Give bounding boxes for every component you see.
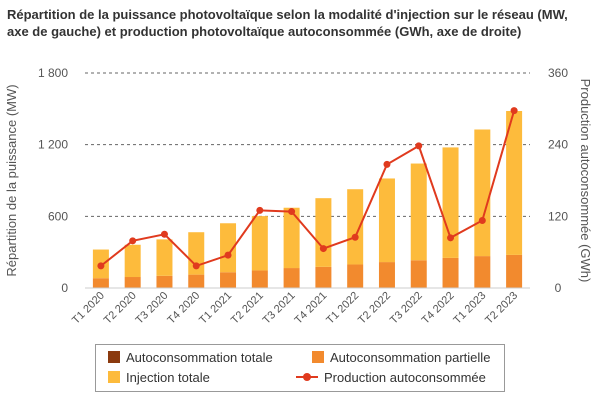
legend: Autoconsommation totale Autoconsommation… <box>95 344 505 392</box>
line-point <box>478 217 486 225</box>
bar <box>156 239 173 276</box>
x-tick-label: T3 2022 <box>388 290 425 327</box>
bar <box>283 268 300 288</box>
gridlines <box>85 72 530 217</box>
legend-label: Injection totale <box>126 370 210 385</box>
x-tick-label: T3 2020 <box>134 290 171 327</box>
legend-line-swatch <box>296 371 318 383</box>
line-point <box>256 206 264 214</box>
legend-item-autoconsommation-totale[interactable]: Autoconsommation totale <box>108 350 273 365</box>
bar <box>124 244 141 278</box>
legend-swatch <box>312 351 324 363</box>
line-point <box>192 262 200 270</box>
bar <box>474 129 491 257</box>
bar <box>442 257 459 288</box>
x-tick-label: T1 2022 <box>324 290 361 327</box>
bar <box>220 223 237 273</box>
line-point <box>160 230 168 238</box>
line-point <box>415 142 423 150</box>
bar <box>156 275 173 288</box>
x-tick-label: T1 2020 <box>70 290 107 327</box>
y2-tick-label: 120 <box>548 209 568 223</box>
legend-label: Autoconsommation totale <box>126 350 273 365</box>
line-point <box>224 251 232 259</box>
x-tick-label: T2 2022 <box>356 290 393 327</box>
y2-tick-label: 360 <box>548 66 568 80</box>
y-tick-label: 0 <box>61 281 68 295</box>
line-point <box>97 262 105 270</box>
bar <box>474 256 491 288</box>
bar <box>506 110 523 255</box>
x-tick-label: T4 2022 <box>420 290 457 327</box>
bars <box>92 110 523 288</box>
line-path <box>100 110 516 268</box>
legend-swatch <box>108 351 120 363</box>
bar <box>347 264 364 288</box>
bar <box>506 254 523 288</box>
bar <box>283 207 300 269</box>
bar <box>378 262 395 288</box>
line-point <box>319 245 327 253</box>
bar <box>124 277 141 288</box>
bar <box>188 274 205 288</box>
x-tick-label: T4 2021 <box>292 290 329 327</box>
x-tick-label: T1 2021 <box>197 290 234 327</box>
legend-label: Production autoconsommée <box>324 370 486 385</box>
line-point <box>447 234 455 242</box>
legend-item-injection-totale[interactable]: Injection totale <box>108 370 210 385</box>
bar <box>410 163 427 261</box>
bar <box>442 147 459 258</box>
x-tick-label: T1 2023 <box>451 290 488 327</box>
y2-tick-label: 240 <box>548 138 568 152</box>
line-point <box>510 107 518 115</box>
y-tick-label: 1 200 <box>38 138 68 152</box>
legend-item-autoconsommation-partielle[interactable]: Autoconsommation partielle <box>312 350 490 365</box>
line-point <box>129 237 137 245</box>
legend-label: Autoconsommation partielle <box>330 350 491 365</box>
line-point <box>383 160 391 168</box>
legend-swatch <box>108 371 120 383</box>
y2-axis-title: Production autoconsommée (GWh) <box>578 79 593 283</box>
bar <box>315 266 332 288</box>
x-tick-label: T2 2020 <box>102 290 139 327</box>
chart-title: Répartition de la puissance photovoltaïq… <box>7 7 568 39</box>
line-series <box>97 107 518 270</box>
y-axis-title: Répartition de la puissance (MW) <box>4 84 19 276</box>
bar <box>347 189 364 265</box>
bar <box>378 178 395 263</box>
bar <box>251 216 268 271</box>
line-point <box>288 208 296 216</box>
x-tick-label: T4 2020 <box>165 290 202 327</box>
x-tick-label: T2 2023 <box>483 290 520 327</box>
line-point <box>351 233 359 241</box>
x-tick-label: T2 2021 <box>229 290 266 327</box>
bar <box>410 260 427 288</box>
y-tick-label: 1 800 <box>38 66 68 80</box>
legend-item-production-autoconsommee[interactable]: Production autoconsommée <box>296 370 486 385</box>
bar <box>315 198 332 267</box>
y-tick-label: 600 <box>48 209 68 223</box>
y2-tick-label: 0 <box>555 281 562 295</box>
bar <box>251 270 268 288</box>
bar <box>92 278 109 288</box>
bar <box>220 272 237 288</box>
x-tick-label: T3 2021 <box>261 290 298 327</box>
